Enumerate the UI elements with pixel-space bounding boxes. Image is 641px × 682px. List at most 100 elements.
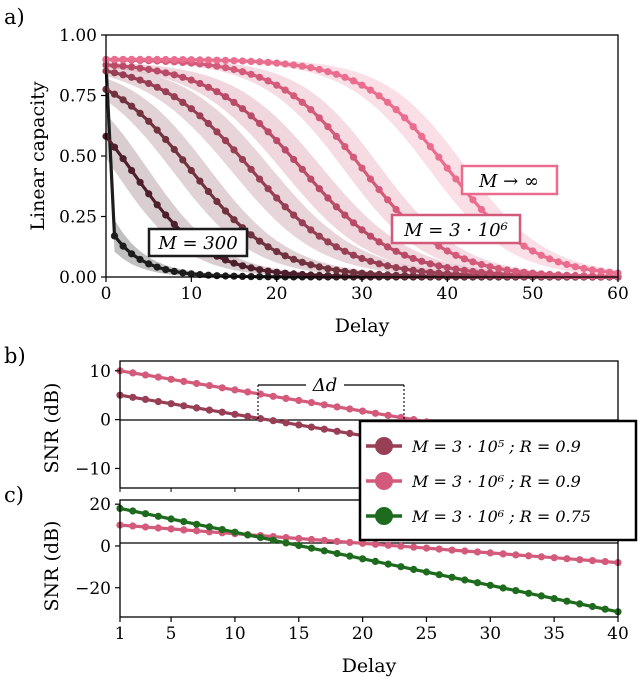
point-series-1 (162, 211, 170, 219)
point-series-6 (145, 55, 153, 64)
point-series-2 (204, 187, 212, 196)
point-series-6 (563, 260, 571, 269)
point-series-6 (307, 64, 315, 72)
c-point-0 (563, 555, 571, 563)
point-series-5 (460, 255, 468, 263)
point-series-4 (358, 226, 366, 234)
point-series-4 (486, 269, 494, 277)
c-xtick-label: 1 (115, 624, 126, 644)
point-series-4 (247, 112, 255, 120)
point-series-4 (443, 264, 451, 272)
c-point-1 (397, 563, 405, 571)
c-point-0 (397, 542, 405, 550)
point-series-4 (435, 262, 443, 270)
legend: M = 3 · 10⁵ ; R = 0.9 M = 3 · 10⁶ ; R = 0… (358, 419, 638, 542)
point-series-3 (409, 266, 417, 274)
point-series-4 (145, 65, 153, 74)
point-series-0 (213, 272, 221, 280)
point-series-4 (384, 243, 392, 251)
legend-label-0: M = 3 · 10⁵ ; R = 0.9 (411, 437, 581, 456)
b-point-1 (307, 399, 316, 407)
point-series-5 (546, 270, 554, 278)
point-series-2 (332, 266, 340, 274)
point-series-3 (256, 175, 264, 183)
c-point-0 (333, 537, 341, 546)
point-series-0 (110, 232, 119, 240)
c-point-0 (473, 548, 482, 556)
point-series-4 (290, 155, 298, 164)
point-series-6 (298, 62, 306, 70)
point-series-6 (477, 205, 486, 214)
b-ytick-label: −10 (75, 459, 111, 479)
point-series-3 (281, 203, 289, 211)
b-point-1 (384, 411, 392, 419)
a-xtick-label: 60 (607, 284, 629, 304)
panel-a-xlabel: Delay (335, 315, 390, 337)
point-series-3 (290, 211, 298, 219)
point-series-3 (170, 93, 178, 101)
point-series-3 (324, 238, 332, 246)
c-point-1 (333, 549, 341, 558)
point-series-2 (307, 261, 315, 269)
b-ytick-label: 10 (89, 362, 111, 382)
a-ytick-label: 0.50 (59, 147, 97, 167)
b-point-1 (371, 409, 379, 417)
point-series-4 (170, 71, 178, 79)
point-series-4 (375, 238, 383, 246)
point-series-5 (443, 247, 451, 255)
c-xtick-label: 15 (288, 624, 310, 644)
c-xtick-label: 10 (224, 624, 246, 644)
point-series-5 (435, 242, 443, 250)
point-series-6 (153, 55, 161, 64)
c-point-0 (359, 539, 367, 547)
point-series-3 (264, 185, 272, 193)
a-ytick-label: 0.25 (59, 208, 97, 228)
point-series-2 (136, 109, 144, 117)
point-series-5 (238, 68, 247, 76)
point-series-0 (119, 242, 127, 250)
point-series-5 (230, 65, 238, 74)
c-point-0 (180, 526, 188, 534)
point-series-6 (128, 55, 136, 63)
point-series-5 (264, 77, 272, 85)
panel-b-label: b) (4, 344, 26, 368)
point-series-5 (298, 98, 306, 106)
point-series-6 (366, 86, 375, 94)
c-point-1 (422, 568, 431, 576)
point-series-0 (145, 260, 153, 268)
c-point-1 (346, 552, 354, 560)
point-series-6 (392, 106, 400, 114)
point-series-4 (110, 61, 119, 70)
c-point-0 (410, 543, 418, 551)
point-series-1 (315, 271, 323, 279)
c-point-0 (295, 534, 303, 543)
point-series-5 (281, 86, 289, 94)
c-point-0 (512, 551, 520, 559)
point-series-2 (119, 96, 127, 104)
point-series-5 (204, 61, 212, 69)
point-series-6 (264, 58, 272, 66)
point-series-6 (273, 59, 281, 67)
point-series-5 (503, 266, 511, 274)
c-point-1 (269, 536, 277, 544)
point-series-3 (366, 257, 375, 265)
point-series-6 (341, 73, 349, 81)
point-series-5 (375, 186, 383, 194)
b-point-0 (244, 412, 252, 420)
point-series-3 (426, 268, 434, 276)
b-point-1 (256, 390, 265, 398)
point-series-6 (384, 98, 392, 106)
c-point-0 (576, 556, 584, 564)
point-series-4 (238, 105, 247, 113)
point-series-4 (230, 98, 238, 106)
point-series-2 (392, 271, 400, 279)
point-series-5 (315, 114, 323, 122)
point-series-3 (213, 128, 221, 136)
c-point-1 (588, 602, 597, 611)
a-xtick-label: 0 (101, 284, 112, 304)
a-xtick-label: 20 (266, 284, 288, 304)
point-series-3 (452, 270, 460, 278)
point-series-1 (110, 143, 119, 151)
point-series-3 (307, 226, 315, 234)
point-series-4 (324, 194, 332, 202)
